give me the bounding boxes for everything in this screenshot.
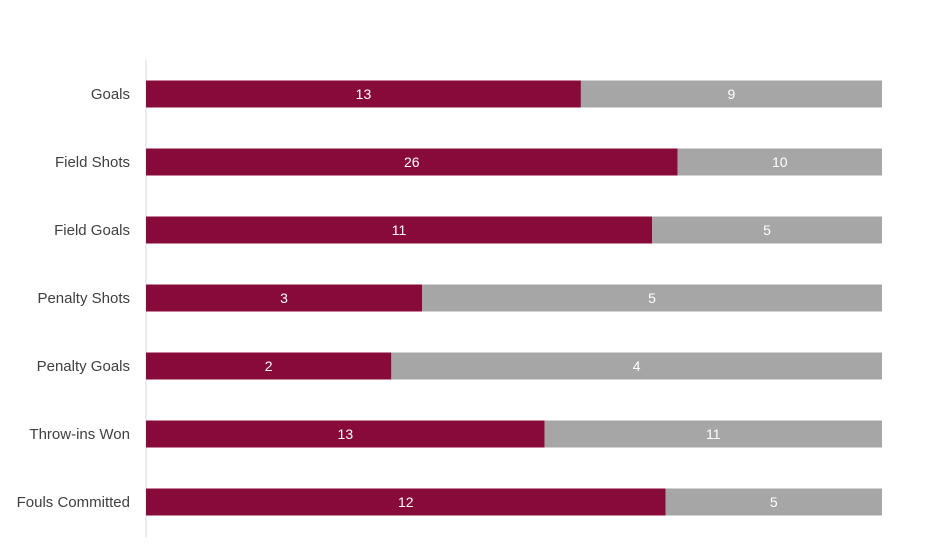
data-label: 13 bbox=[356, 86, 372, 102]
bar-segment bbox=[652, 216, 882, 244]
bar-segment bbox=[665, 488, 882, 516]
data-label: 9 bbox=[728, 86, 736, 102]
bar-segment bbox=[146, 284, 422, 312]
bar-segment bbox=[580, 80, 882, 108]
bars-group: Goals 13 9 Field Shots 26 10 Field Goals 11 5 Pen… bbox=[17, 80, 882, 516]
category-label: Field Shots bbox=[55, 154, 130, 171]
category-label: Field Goals bbox=[54, 222, 130, 239]
bar-segment bbox=[146, 216, 652, 244]
data-label: 5 bbox=[763, 222, 771, 238]
data-label: 11 bbox=[706, 426, 721, 442]
bar-segment bbox=[422, 284, 882, 312]
data-label: 13 bbox=[338, 426, 354, 442]
category-label: Goals bbox=[91, 86, 130, 103]
bar-segment bbox=[544, 420, 882, 448]
bar-segment bbox=[146, 80, 581, 108]
data-label: 11 bbox=[392, 222, 407, 238]
category-label: Throw-ins Won bbox=[29, 426, 130, 443]
data-label: 5 bbox=[648, 290, 656, 306]
data-label: 26 bbox=[404, 154, 420, 170]
data-label: 3 bbox=[280, 290, 288, 306]
bar-segment bbox=[146, 352, 392, 380]
bar-segment bbox=[146, 488, 666, 516]
bar-segment bbox=[677, 148, 882, 176]
data-label: 12 bbox=[398, 494, 414, 510]
data-label: 10 bbox=[772, 154, 788, 170]
category-label: Fouls Committed bbox=[17, 494, 130, 511]
bar-segment bbox=[146, 148, 678, 176]
data-label: 2 bbox=[265, 358, 273, 374]
bar-segment bbox=[146, 420, 545, 448]
bar-segment bbox=[391, 352, 882, 380]
category-label: Penalty Shots bbox=[37, 290, 130, 307]
data-label: 5 bbox=[770, 494, 778, 510]
data-label: 4 bbox=[633, 358, 641, 374]
category-label: Penalty Goals bbox=[37, 358, 130, 375]
